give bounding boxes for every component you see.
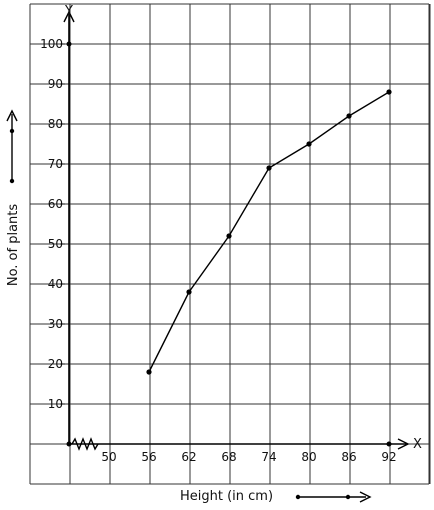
data-point — [306, 141, 312, 147]
data-point — [386, 89, 392, 95]
x-axis-arrowhead — [397, 438, 410, 450]
x-tick-label: 50 — [101, 450, 116, 464]
x-tick-label: 62 — [181, 450, 196, 464]
x-tick-label: 80 — [301, 450, 316, 464]
axis-break-zigzag — [71, 437, 99, 451]
x-axis-label: Height (in cm) — [180, 489, 273, 504]
x-tick-label: 86 — [341, 450, 356, 464]
axes — [63, 10, 410, 451]
y-tick-label: 40 — [48, 277, 63, 291]
y-tick-label: 30 — [48, 317, 63, 331]
y-axis-label: No. of plants — [6, 204, 21, 287]
x-direction-arrowhead — [359, 491, 372, 503]
data-point — [186, 289, 192, 295]
series-line — [146, 89, 392, 375]
x-tick-label: 74 — [261, 450, 276, 464]
axis-labels: X Y Height (in cm) No. of plants — [6, 4, 422, 504]
y-tick-label: 80 — [48, 117, 63, 131]
data-point — [346, 113, 352, 119]
origin-dot — [66, 441, 72, 447]
y-tick-label: 70 — [48, 157, 63, 171]
x-arrow-dot — [345, 494, 351, 500]
x-tick-label: 92 — [381, 450, 396, 464]
x-arrow-dot — [295, 494, 301, 500]
data-line — [148, 91, 390, 373]
data-point — [266, 165, 272, 171]
y-axis-100-dot — [66, 41, 72, 47]
direction-arrows — [6, 109, 372, 503]
x-tick-label: 68 — [221, 450, 236, 464]
x-axis-letter: X — [413, 437, 422, 452]
y-tick-label: 10 — [48, 397, 63, 411]
y-arrow-dot — [9, 128, 15, 134]
y-tick-label: 20 — [48, 357, 63, 371]
y-tick-label: 90 — [48, 77, 63, 91]
y-direction-arrowhead — [6, 109, 18, 122]
grid — [29, 3, 431, 485]
y-tick-label: 60 — [48, 197, 63, 211]
y-tick-label: 50 — [48, 237, 63, 251]
y-tick-label: 100 — [40, 37, 63, 51]
tick-labels: 10 20 30 40 50 60 70 80 90 100 50 56 62 68 74 80 86 92 — [40, 37, 397, 464]
y-axis-letter: Y — [64, 4, 73, 19]
y-arrow-dot — [9, 178, 15, 184]
x-axis-end-dot — [386, 441, 392, 447]
x-tick-label: 56 — [141, 450, 156, 464]
data-point — [226, 233, 232, 239]
y-axis-arrowhead — [63, 10, 75, 23]
data-point — [146, 369, 152, 375]
